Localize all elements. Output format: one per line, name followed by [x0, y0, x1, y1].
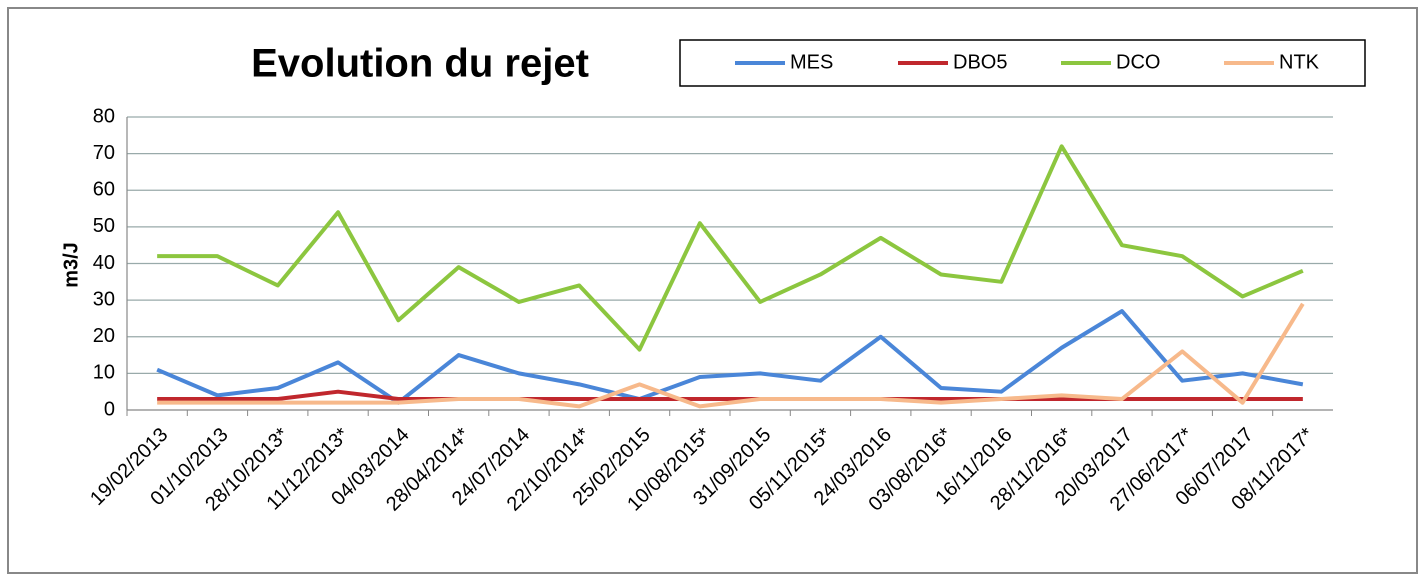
- y-tick-label: 50: [93, 215, 115, 237]
- y-axis-label: m3/J: [60, 242, 82, 288]
- chart-border: [7, 7, 1418, 574]
- y-tick-label: 0: [104, 398, 115, 420]
- legend-label: NTK: [1279, 51, 1320, 73]
- series-line: [156, 309, 1304, 405]
- y-tick-label: 10: [93, 362, 115, 384]
- series-line: [157, 144, 1304, 352]
- y-tick-label: 30: [93, 288, 115, 310]
- y-tick-label: 60: [93, 179, 115, 201]
- legend-label: DBO5: [953, 51, 1007, 73]
- y-tick-label: 20: [93, 325, 115, 347]
- chart-title: Evolution du rejet: [251, 42, 589, 86]
- y-tick-label: 70: [93, 142, 115, 164]
- y-tick-label: 40: [93, 252, 115, 274]
- y-tick-label: 80: [93, 105, 115, 127]
- series-line: [157, 302, 1305, 409]
- legend-label: DCO: [1116, 51, 1160, 73]
- legend-label: MES: [790, 51, 833, 73]
